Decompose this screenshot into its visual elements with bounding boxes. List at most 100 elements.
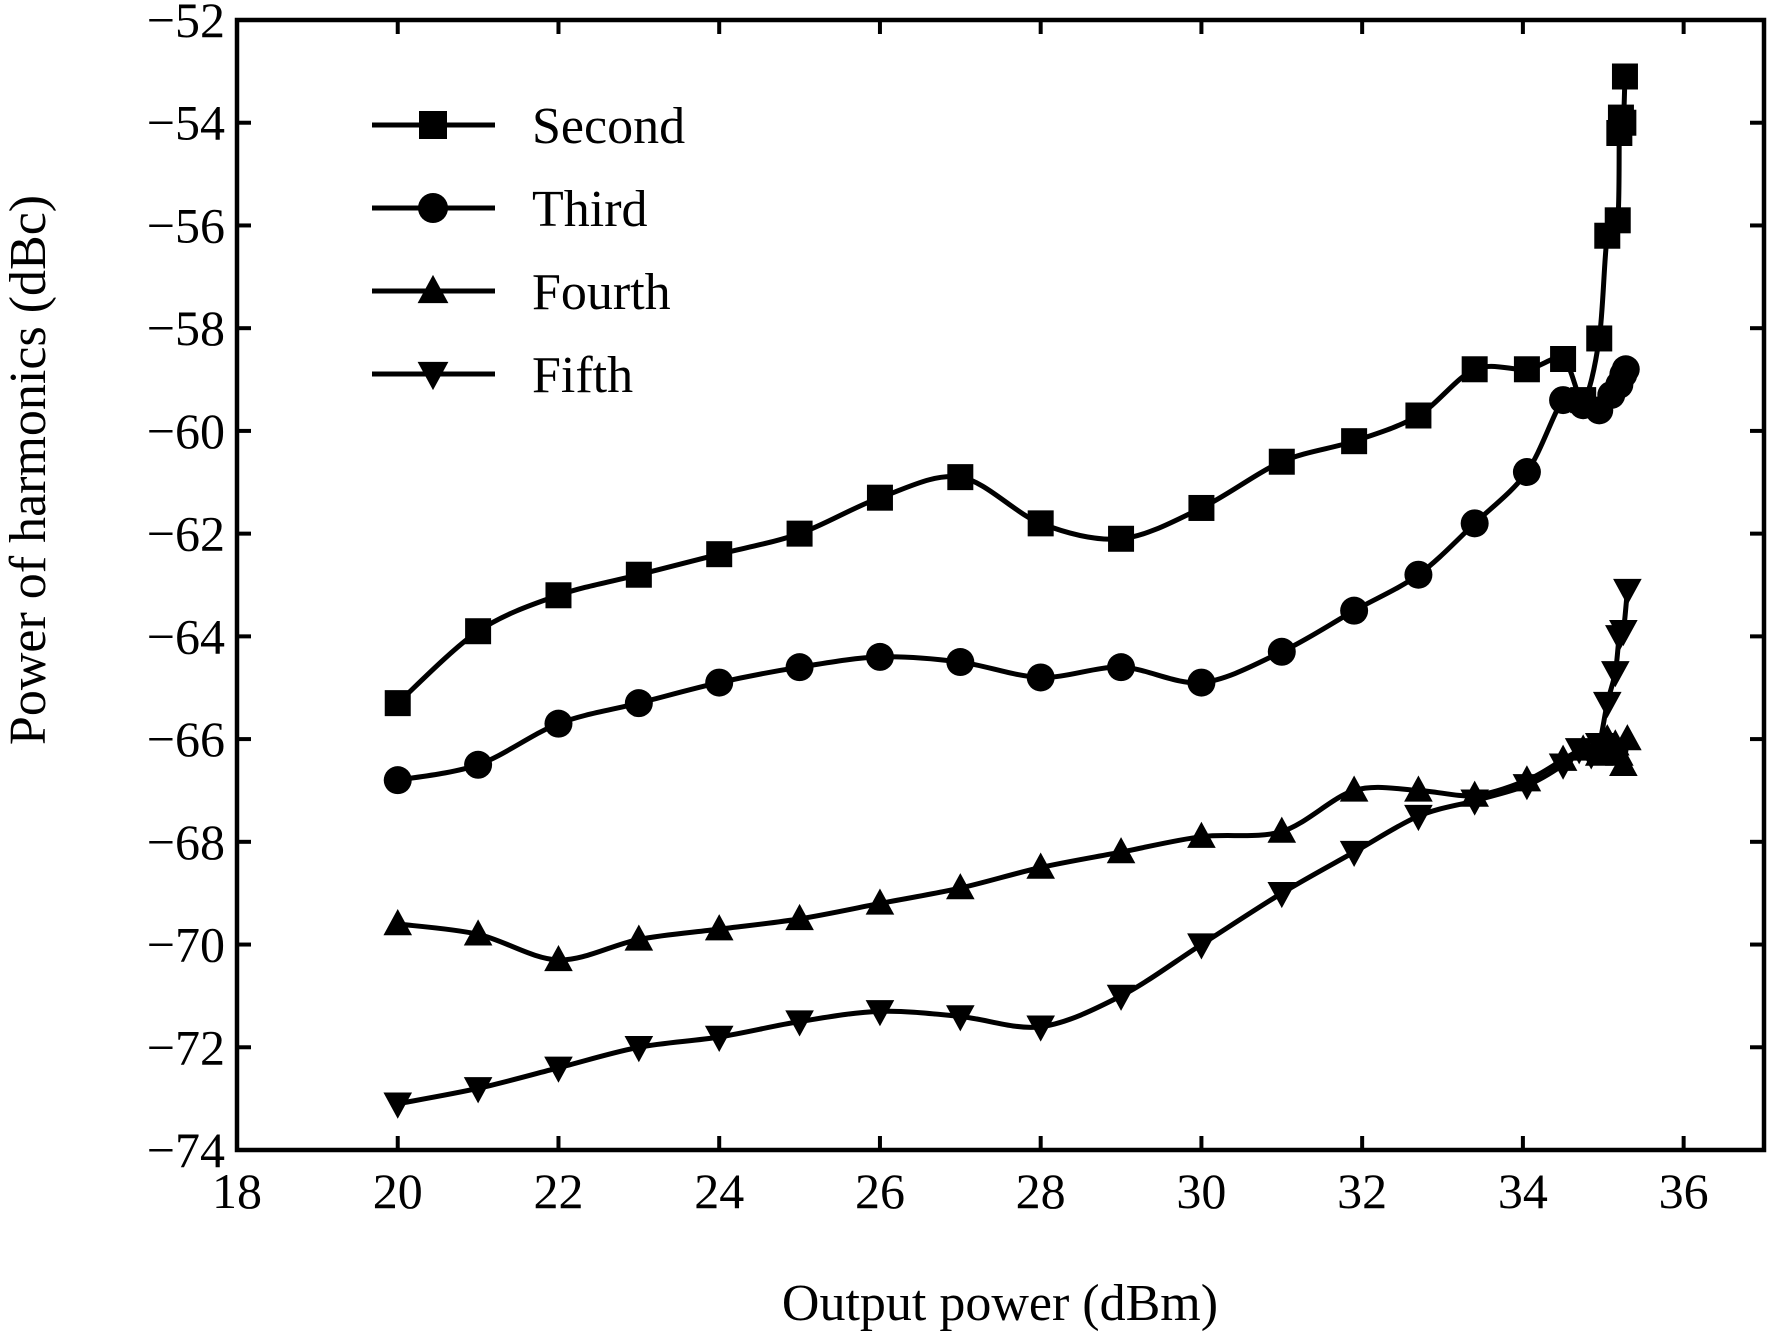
series-third (383, 355, 1640, 795)
x-tick-label: 20 (373, 1163, 423, 1219)
data-point-fifth (463, 1077, 493, 1104)
data-point-fifth (1026, 1015, 1055, 1042)
data-point-third (464, 750, 493, 779)
y-tick-label: −52 (147, 0, 225, 48)
data-point-fifth (1512, 774, 1542, 801)
series-fourth (383, 724, 1642, 972)
data-point-third (1611, 355, 1640, 384)
data-point-fifth (624, 1036, 654, 1063)
data-point-second (1108, 525, 1135, 552)
legend-marker-second (419, 111, 447, 139)
data-point-fourth (865, 888, 895, 915)
data-point-third (785, 653, 814, 682)
data-point-second (1610, 109, 1637, 136)
y-tick-label: −68 (147, 814, 225, 870)
data-point-second (866, 484, 893, 511)
data-point-fourth (1026, 852, 1055, 879)
plot-frame (234, 17, 1767, 1153)
legend-marker-fourth (417, 274, 449, 304)
data-point-fourth (1267, 816, 1297, 843)
data-point-fifth (1187, 933, 1216, 960)
data-point-second (1027, 510, 1054, 537)
legend-item-fourth: Fourth (372, 264, 671, 321)
data-point-second (1611, 63, 1638, 90)
x-tick-label: 34 (1498, 1163, 1548, 1219)
data-point-second (384, 690, 411, 717)
y-tick-label: −60 (147, 403, 225, 459)
legend-item-third: Third (372, 181, 648, 238)
data-point-fifth (1609, 620, 1638, 647)
legend-label-fourth: Fourth (532, 264, 671, 321)
series-line-fifth (395, 587, 1630, 1107)
data-point-third (1187, 668, 1216, 697)
data-point-third (1404, 560, 1433, 589)
x-tick-label: 30 (1176, 1163, 1226, 1219)
y-tick-label: −74 (147, 1122, 225, 1178)
data-point-fourth (946, 873, 975, 900)
data-point-fourth (383, 909, 413, 936)
data-point-second (545, 582, 572, 609)
data-point-third (1107, 653, 1136, 682)
data-point-third (1512, 458, 1541, 486)
data-point-second (1586, 325, 1613, 352)
x-tick-label: 26 (855, 1163, 905, 1219)
data-point-second (706, 541, 733, 568)
axes: 18 20 22 24 26 28 30 32 34 36 −74 −72 −70 −68 −66 −64 −6… (147, 0, 1767, 1219)
data-point-fifth (1267, 881, 1297, 909)
data-point-fourth (1609, 749, 1638, 776)
data-point-fifth (785, 1010, 814, 1037)
data-point-fourth (704, 914, 734, 941)
data-point-fifth (1460, 789, 1489, 816)
data-point-fifth (1613, 578, 1642, 606)
data-point-second (786, 520, 813, 547)
data-point-second (1461, 356, 1488, 383)
x-tick-label: 18 (212, 1163, 262, 1219)
data-point-fourth (463, 919, 493, 946)
data-point-fourth (1339, 775, 1369, 802)
x-tick-label: 32 (1337, 1163, 1387, 1219)
legend-marker-fifth (417, 361, 449, 391)
data-point-third (544, 709, 573, 738)
data-point-fourth (785, 903, 814, 931)
data-point-fourth (1404, 775, 1433, 802)
data-point-fourth (1613, 724, 1642, 751)
x-tick-label: 22 (533, 1163, 583, 1219)
legend-item-second: Second (372, 98, 685, 155)
data-point-fifth (1106, 984, 1136, 1011)
data-point-third (705, 668, 734, 697)
legend: Second Third Fourth Fifth (372, 98, 685, 404)
legend-label-fifth: Fifth (532, 347, 633, 404)
series-second (384, 63, 1638, 717)
data-point-third (1267, 637, 1296, 666)
series-line-fourth (395, 736, 1630, 963)
data-point-second (1604, 207, 1631, 234)
data-point-second (1513, 356, 1540, 383)
data-point-third (624, 689, 653, 718)
data-point-third (865, 642, 894, 671)
series-fifth (383, 578, 1642, 1119)
data-point-third (1460, 509, 1489, 538)
data-point-fifth (1548, 753, 1578, 780)
data-point-fifth (383, 1092, 413, 1119)
data-point-fifth (1404, 804, 1433, 832)
data-point-fifth (1584, 733, 1614, 760)
data-point-third (383, 766, 412, 795)
y-tick-label: −54 (147, 95, 225, 151)
x-tick-label: 36 (1659, 1163, 1709, 1219)
y-tick-label: −58 (147, 300, 225, 356)
legend-label-second: Second (532, 98, 685, 155)
data-point-second (465, 618, 492, 645)
x-tick-label: 24 (694, 1163, 744, 1219)
plot-area (383, 63, 1642, 1119)
data-point-second (1550, 346, 1577, 372)
y-tick-label: −72 (147, 1019, 225, 1075)
series-line-third (395, 366, 1629, 783)
data-point-second (1268, 448, 1295, 475)
y-tick-label: −70 (147, 917, 225, 973)
y-axis-title: Power of harmonics (dBc) (0, 195, 57, 745)
data-point-fifth (1339, 840, 1369, 868)
legend-marker-third (418, 193, 448, 223)
data-point-fifth (704, 1025, 734, 1052)
data-point-second (1341, 428, 1368, 455)
